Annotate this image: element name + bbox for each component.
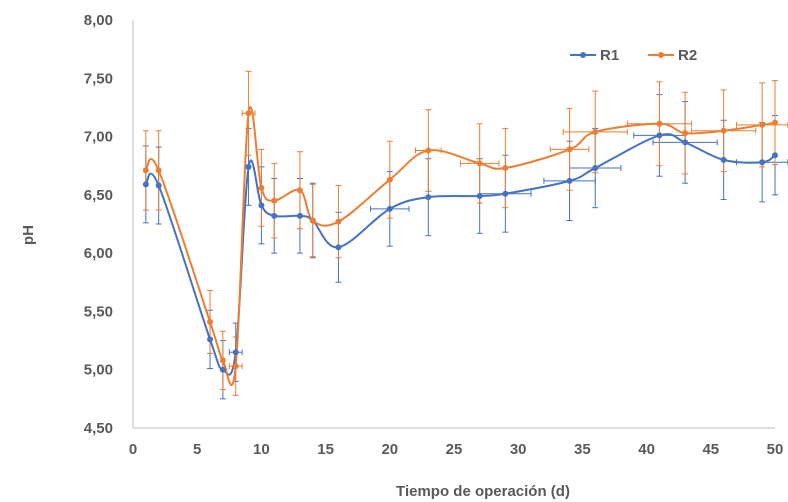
- r1-point: [271, 212, 278, 219]
- r1-point: [476, 193, 483, 200]
- r1-point: [772, 152, 778, 159]
- legend-r1-label: R1: [600, 47, 619, 64]
- series-lines: [144, 106, 776, 386]
- r1-point: [219, 366, 226, 373]
- tick-labels: 4,50 5,00 5,50 6,00 6,50 7,00 7,50 8,00 0 5 10 15 20…: [84, 12, 784, 458]
- r1-point: [656, 132, 663, 139]
- x-tick-label: 10: [253, 441, 270, 458]
- y-tick-label: 7,00: [84, 129, 113, 146]
- x-tick-label: 45: [702, 441, 719, 458]
- r2-point: [245, 110, 252, 117]
- r2-point: [759, 121, 766, 128]
- x-tick-label: 15: [317, 441, 334, 458]
- y-axis-label: pH: [20, 225, 37, 245]
- x-tick-label: 40: [638, 441, 655, 458]
- y-tick-label: 5,50: [84, 303, 113, 320]
- y-tick-label: 5,00: [84, 362, 113, 379]
- r2-point: [720, 127, 727, 134]
- r1-line: [144, 133, 776, 376]
- r2-point: [142, 167, 149, 174]
- x-tick-label: 50: [767, 441, 784, 458]
- r2-point: [271, 197, 278, 204]
- r2-point: [476, 160, 483, 167]
- r1-point: [720, 156, 727, 163]
- x-tick-label: 20: [381, 441, 398, 458]
- x-tick-label: 25: [446, 441, 463, 458]
- r1-point: [258, 202, 265, 209]
- r1-point: [425, 194, 432, 201]
- x-tick-label: 30: [510, 441, 527, 458]
- r2-point: [335, 218, 342, 225]
- error-bars: [142, 70, 788, 400]
- r2-point: [656, 120, 663, 127]
- r1-point: [386, 205, 393, 212]
- r1-point: [759, 159, 766, 166]
- r2-point: [772, 119, 778, 126]
- y-tick-label: 7,50: [84, 70, 113, 87]
- x-tick-label: 0: [129, 441, 137, 458]
- x-axis-label: Tiempo de operación (d): [396, 483, 570, 500]
- y-tick-label: 4,50: [84, 420, 113, 437]
- r2-point: [682, 130, 689, 137]
- r1-point: [207, 336, 214, 343]
- r1-point: [335, 244, 342, 251]
- r2-point: [425, 147, 432, 154]
- r1-point: [592, 165, 599, 172]
- r1-point: [142, 181, 149, 188]
- r2-point: [592, 128, 599, 135]
- r2-point: [232, 363, 239, 370]
- y-tick-label: 6,50: [84, 187, 113, 204]
- r1-point: [296, 212, 303, 219]
- data-points: [142, 110, 778, 373]
- r1-point: [682, 139, 689, 146]
- r2-point: [502, 165, 509, 172]
- legend-r2-label: R2: [678, 47, 697, 64]
- r2-point: [207, 318, 214, 325]
- x-tick-label: 5: [193, 441, 201, 458]
- r1-point: [502, 190, 509, 197]
- legend-r1-marker: [580, 52, 586, 58]
- r1-point: [566, 177, 573, 184]
- legend: R1 R2: [570, 47, 697, 64]
- r2-point: [566, 146, 573, 153]
- r2-line: [144, 106, 776, 386]
- x-tick-label: 35: [574, 441, 591, 458]
- axes: [132, 20, 775, 429]
- y-tick-label: 8,00: [84, 12, 113, 29]
- r2-point: [309, 217, 316, 224]
- r2-point: [219, 357, 226, 364]
- r2-point: [155, 167, 162, 174]
- r2-point: [386, 176, 393, 183]
- r1-point: [245, 163, 252, 170]
- legend-r2-marker: [658, 52, 664, 58]
- r2-point: [258, 184, 265, 191]
- r1-point: [155, 182, 162, 189]
- r2-point: [296, 187, 303, 194]
- r1-point: [232, 349, 239, 356]
- y-tick-label: 6,00: [84, 245, 113, 262]
